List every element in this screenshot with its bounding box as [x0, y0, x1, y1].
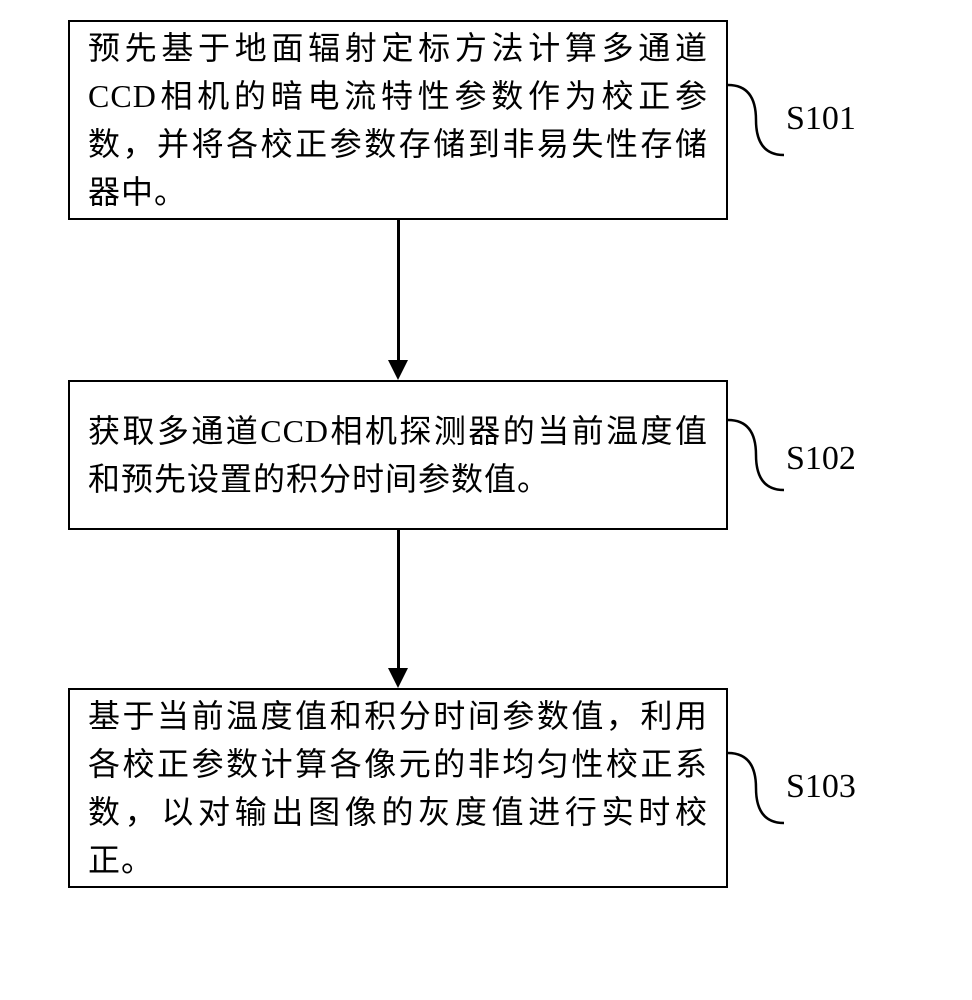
connector-curve-3 [728, 748, 784, 828]
step2-text: 获取多通道CCD相机探测器的当前温度值和预先设置的积分时间参数值。 [88, 407, 708, 503]
step3-label: S103 [786, 768, 856, 806]
step1-label: S101 [786, 100, 856, 138]
connector-curve-1 [728, 80, 784, 160]
step2-label: S102 [786, 440, 856, 478]
flow-box-step3: 基于当前温度值和积分时间参数值，利用各校正参数计算各像元的非均匀性校正系数，以对… [68, 688, 728, 888]
flow-box-step1: 预先基于地面辐射定标方法计算多通道CCD相机的暗电流特性参数作为校正参数，并将各… [68, 20, 728, 220]
arrow-2-line [397, 530, 400, 670]
connector-curve-2 [728, 415, 784, 495]
arrow-2-head [388, 668, 408, 688]
step1-text: 预先基于地面辐射定标方法计算多通道CCD相机的暗电流特性参数作为校正参数，并将各… [88, 24, 708, 216]
flow-box-step2: 获取多通道CCD相机探测器的当前温度值和预先设置的积分时间参数值。 [68, 380, 728, 530]
step3-text: 基于当前温度值和积分时间参数值，利用各校正参数计算各像元的非均匀性校正系数，以对… [88, 692, 708, 884]
arrow-1-head [388, 360, 408, 380]
arrow-1-line [397, 220, 400, 362]
